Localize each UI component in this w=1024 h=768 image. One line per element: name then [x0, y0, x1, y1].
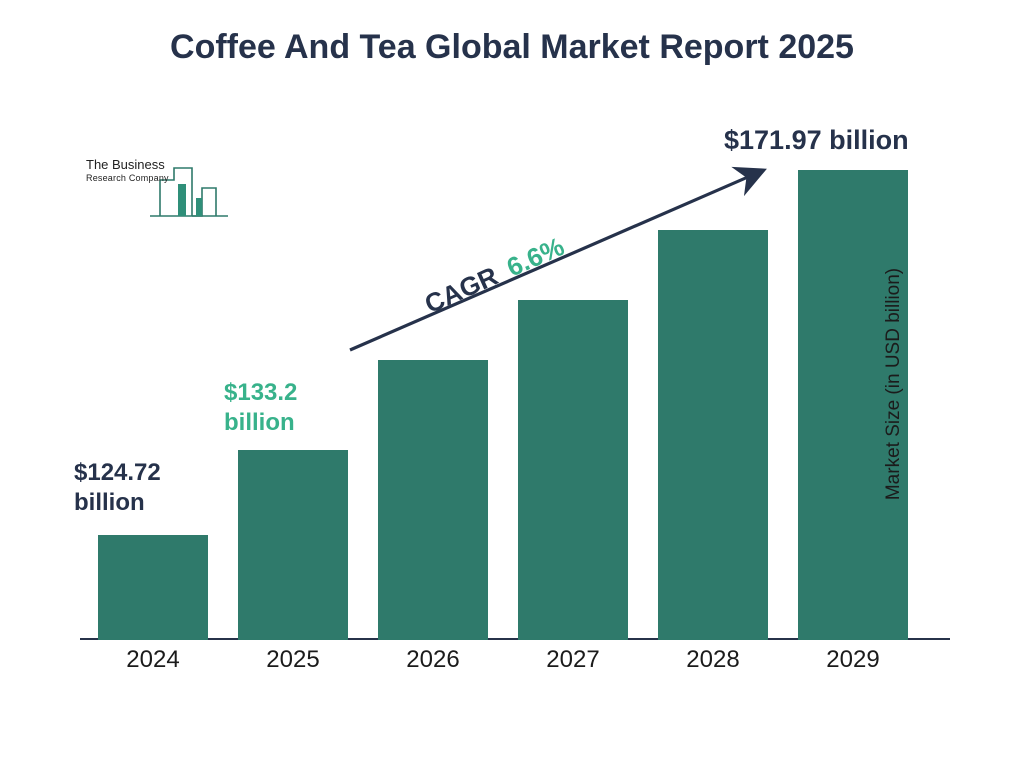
- y-axis-label: Market Size (in USD billion): [883, 268, 905, 500]
- bar-2027: [518, 300, 628, 640]
- bar-2026: [378, 360, 488, 640]
- x-tick-2025: 2025: [238, 646, 348, 674]
- x-tick-2024: 2024: [98, 646, 208, 674]
- value-label-2025: $133.2 billion: [224, 378, 297, 438]
- bar-2025: [238, 450, 348, 640]
- bar-chart: [80, 150, 950, 640]
- value-label-2024-amount: $124.72: [74, 458, 161, 488]
- x-tick-2027: 2027: [518, 646, 628, 674]
- x-tick-2028: 2028: [658, 646, 768, 674]
- value-label-2024: $124.72 billion: [74, 458, 161, 518]
- value-label-2025-unit: billion: [224, 408, 297, 438]
- chart-title: Coffee And Tea Global Market Report 2025: [0, 28, 1024, 67]
- bar-2024: [98, 535, 208, 640]
- value-label-2024-unit: billion: [74, 488, 161, 518]
- bar-2028: [658, 230, 768, 640]
- value-label-2029: $171.97 billion: [724, 124, 909, 158]
- x-tick-2026: 2026: [378, 646, 488, 674]
- value-label-2025-amount: $133.2: [224, 378, 297, 408]
- x-tick-2029: 2029: [798, 646, 908, 674]
- value-label-2029-text: $171.97 billion: [724, 125, 909, 155]
